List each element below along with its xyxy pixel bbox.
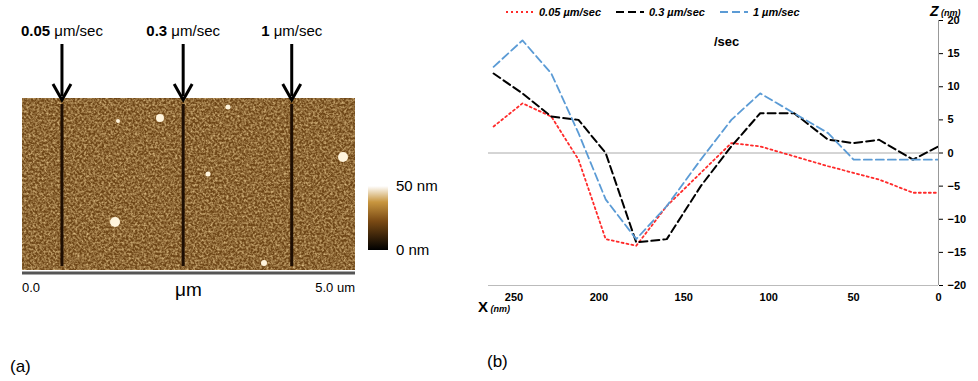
svg-text:0: 0: [948, 147, 954, 159]
svg-text:0: 0: [935, 291, 941, 303]
svg-text:100: 100: [760, 291, 778, 303]
svg-text:50: 50: [847, 291, 859, 303]
svg-text:0.05 μm/sec: 0.05 μm/sec: [21, 22, 104, 39]
svg-text:−15: −15: [948, 246, 967, 258]
svg-text:200: 200: [590, 291, 608, 303]
svg-text:10: 10: [948, 80, 960, 92]
svg-text:5.0 um: 5.0 um: [315, 280, 355, 295]
svg-text:1 μm/sec: 1 μm/sec: [261, 22, 323, 39]
svg-text:0.3 μm/sec: 0.3 μm/sec: [146, 22, 220, 39]
svg-text:5: 5: [948, 113, 954, 125]
svg-text:15: 15: [948, 47, 960, 59]
svg-text:0 nm: 0 nm: [396, 241, 429, 258]
svg-text:150: 150: [675, 291, 693, 303]
svg-text:μm: μm: [175, 279, 202, 300]
svg-text:−5: −5: [948, 180, 961, 192]
svg-text:0.0: 0.0: [22, 280, 40, 295]
svg-text:(a): (a): [10, 357, 31, 376]
svg-text:50 nm: 50 nm: [396, 177, 438, 194]
svg-text:−10: −10: [948, 213, 967, 225]
svg-text:250: 250: [505, 291, 523, 303]
svg-text:−20: −20: [948, 279, 967, 291]
